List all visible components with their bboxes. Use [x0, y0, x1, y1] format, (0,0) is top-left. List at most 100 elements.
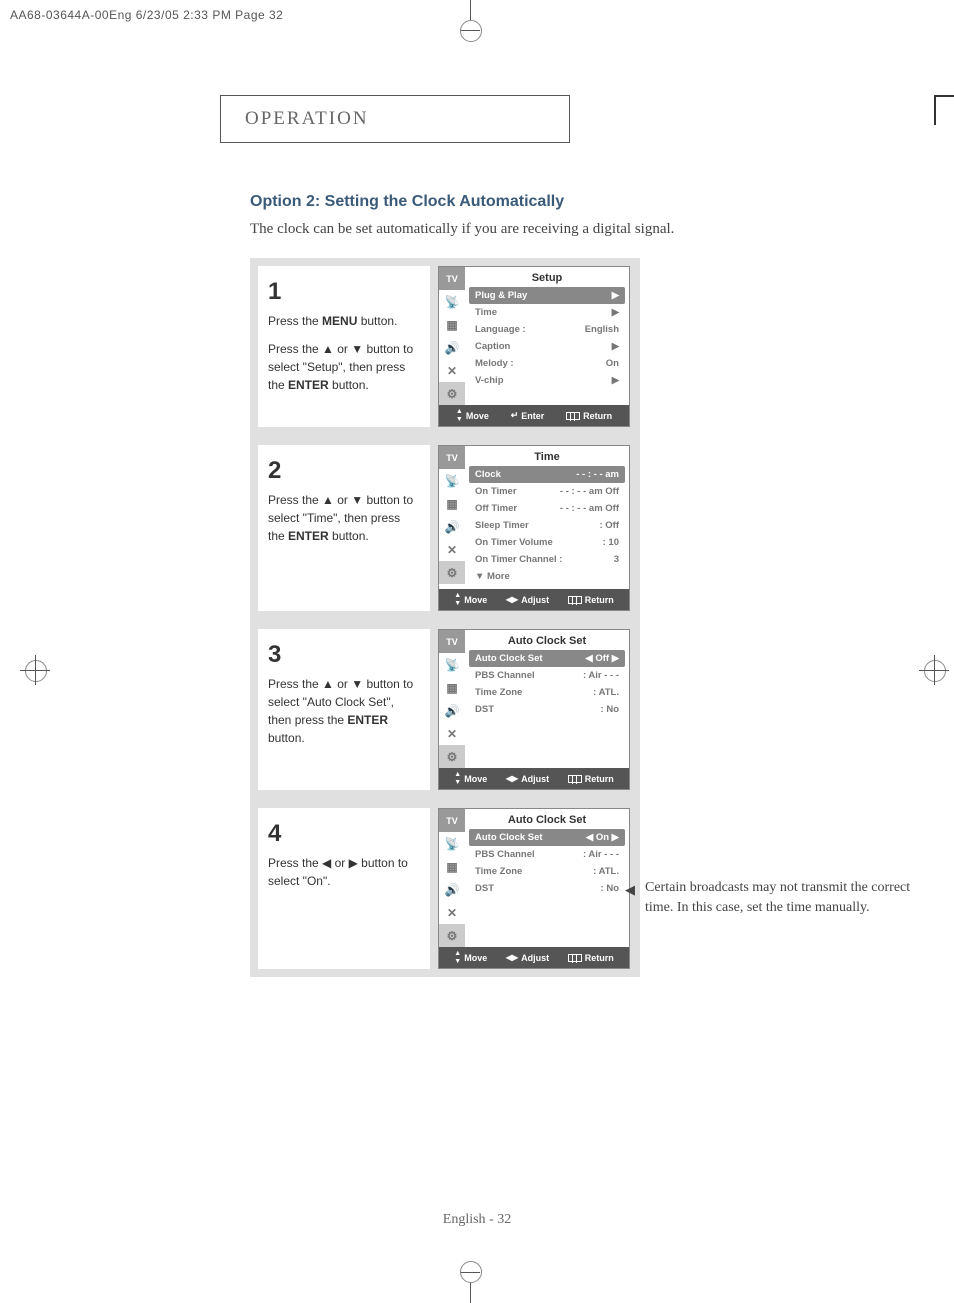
osd-menu-row: PBS Channel: Air - - -: [469, 667, 625, 684]
corner-mark: [934, 95, 954, 125]
osd-side-icon: ✕: [439, 722, 465, 745]
page-footer: English - 32: [0, 1212, 954, 1228]
osd-side-icon: 📡: [439, 469, 465, 492]
osd-title: Setup: [469, 269, 625, 287]
osd-menu-row: Clock- - : - - am: [469, 466, 625, 483]
osd-menu-row: On Timer Volume: 10: [469, 534, 625, 551]
osd-side-icon: TV: [439, 630, 465, 653]
osd-side-icon: ⚙: [439, 745, 465, 768]
osd-title: Auto Clock Set: [469, 811, 625, 829]
section-title: OPERATION: [245, 108, 545, 130]
osd-footer-item: Return: [568, 953, 614, 963]
osd-sidebar: TV📡▦🔊✕⚙: [439, 809, 465, 947]
osd-menu-row: Off Timer- - : - - am Off: [469, 500, 625, 517]
osd-side-icon: 🔊: [439, 515, 465, 538]
osd-footer-item: ◀▶ Adjust: [506, 774, 549, 784]
osd-side-icon: 🔊: [439, 878, 465, 901]
osd-side-icon: ✕: [439, 538, 465, 561]
osd-side-icon: 🔊: [439, 336, 465, 359]
osd-screen: TV📡▦🔊✕⚙ Auto Clock Set Auto Clock Set◀ O…: [438, 629, 630, 790]
osd-footer-item: ▲▼ Move: [454, 772, 487, 785]
osd-side-icon: ✕: [439, 901, 465, 924]
option-subtitle: The clock can be set automatically if yo…: [250, 221, 895, 238]
section-header-box: OPERATION: [220, 95, 570, 143]
osd-menu-row: Sleep Timer: Off: [469, 517, 625, 534]
osd-menu-row: On Timer Channel :3: [469, 551, 625, 568]
step-text: 3 Press the ▲ or ▼ button to select "Aut…: [258, 629, 430, 790]
print-header: AA68-03644A-00Eng 6/23/05 2:33 PM Page 3…: [10, 8, 283, 22]
osd-menu-row: V-chip▶: [469, 372, 625, 389]
osd-menu-row: [469, 914, 625, 931]
note-arrow-icon: ◀: [625, 878, 635, 917]
option-heading: Option 2: Setting the Clock Automaticall…: [250, 193, 895, 211]
osd-side-icon: ✕: [439, 359, 465, 382]
osd-footer: ▲▼ Move ↵ Enter Return: [439, 405, 629, 426]
step-number: 3: [268, 637, 420, 673]
step: 3 Press the ▲ or ▼ button to select "Aut…: [258, 629, 632, 790]
osd-side-icon: ⚙: [439, 924, 465, 947]
osd-menu-row: ▼ More: [469, 568, 625, 585]
osd-menu-row: Auto Clock Set◀ On ▶: [469, 829, 625, 846]
osd-side-icon: 📡: [439, 290, 465, 313]
osd-menu-row: Plug & Play▶: [469, 287, 625, 304]
step: 2 Press the ▲ or ▼ button to select "Tim…: [258, 445, 632, 611]
osd-screen: TV📡▦🔊✕⚙ Time Clock- - : - - amOn Timer- …: [438, 445, 630, 611]
step: 1 Press the MENU button.Press the ▲ or ▼…: [258, 266, 632, 427]
osd-footer-item: ◀▶ Adjust: [506, 595, 549, 605]
osd-footer-item: ↵ Enter: [511, 410, 545, 421]
main-content: Option 2: Setting the Clock Automaticall…: [250, 193, 895, 977]
osd-side-icon: ▦: [439, 313, 465, 336]
osd-menu-row: Auto Clock Set◀ Off ▶: [469, 650, 625, 667]
osd-footer-item: ◀▶ Adjust: [506, 953, 549, 963]
osd-screen: TV📡▦🔊✕⚙ Setup Plug & Play▶Time▶Language …: [438, 266, 630, 427]
step-text: 1 Press the MENU button.Press the ▲ or ▼…: [258, 266, 430, 427]
osd-menu-row: DST: No: [469, 880, 625, 897]
osd-side-icon: ⚙: [439, 561, 465, 584]
osd-footer-item: Return: [568, 774, 614, 784]
registration-right: [914, 650, 954, 690]
osd-title: Auto Clock Set: [469, 632, 625, 650]
osd-side-icon: 🔊: [439, 699, 465, 722]
osd-sidebar: TV📡▦🔊✕⚙: [439, 446, 465, 589]
osd-menu-row: [469, 897, 625, 914]
osd-screen: TV📡▦🔊✕⚙ Auto Clock Set Auto Clock Set◀ O…: [438, 808, 630, 969]
osd-side-icon: TV: [439, 267, 465, 290]
osd-sidebar: TV📡▦🔊✕⚙: [439, 630, 465, 768]
osd-menu-row: Time Zone: ATL.: [469, 863, 625, 880]
osd-footer-item: ▲▼ Move: [454, 951, 487, 964]
side-note: ◀ Certain broadcasts may not transmit th…: [625, 878, 915, 917]
osd-side-icon: ▦: [439, 492, 465, 515]
step-number: 4: [268, 816, 420, 852]
osd-menu-row: Time▶: [469, 304, 625, 321]
osd-menu-row: Melody :On: [469, 355, 625, 372]
page-content: OPERATION Option 2: Setting the Clock Au…: [95, 95, 895, 977]
osd-menu-row: PBS Channel: Air - - -: [469, 846, 625, 863]
osd-footer: ▲▼ Move ◀▶ Adjust Return: [439, 947, 629, 968]
osd-menu-row: [469, 735, 625, 752]
osd-side-icon: TV: [439, 446, 465, 469]
step-text: 4 Press the ◀ or ▶ button to select "On"…: [258, 808, 430, 969]
osd-title: Time: [469, 448, 625, 466]
osd-footer: ▲▼ Move◀▶ Adjust Return: [439, 589, 629, 610]
osd-menu-row: DST: No: [469, 701, 625, 718]
osd-footer: ▲▼ Move ◀▶ Adjust Return: [439, 768, 629, 789]
registration-left: [15, 650, 55, 690]
steps-container: 1 Press the MENU button.Press the ▲ or ▼…: [250, 258, 640, 977]
osd-footer-item: Return: [566, 411, 612, 421]
osd-menu-row: Language :English: [469, 321, 625, 338]
osd-footer-item: ▲▼ Move: [456, 409, 489, 422]
note-text: Certain broadcasts may not transmit the …: [645, 878, 915, 917]
step-text: 2 Press the ▲ or ▼ button to select "Tim…: [258, 445, 430, 611]
osd-menu-row: Time Zone: ATL.: [469, 684, 625, 701]
osd-menu-row: [469, 718, 625, 735]
osd-menu-row: Caption▶: [469, 338, 625, 355]
step: 4 Press the ◀ or ▶ button to select "On"…: [258, 808, 632, 969]
osd-side-icon: ⚙: [439, 382, 465, 405]
crop-mark-bottom: [450, 1263, 490, 1303]
osd-menu-row: On Timer- - : - - am Off: [469, 483, 625, 500]
osd-side-icon: 📡: [439, 653, 465, 676]
osd-side-icon: ▦: [439, 855, 465, 878]
osd-footer-item: ▲▼ Move: [454, 593, 487, 606]
osd-side-icon: ▦: [439, 676, 465, 699]
crop-mark-top: [450, 0, 490, 40]
